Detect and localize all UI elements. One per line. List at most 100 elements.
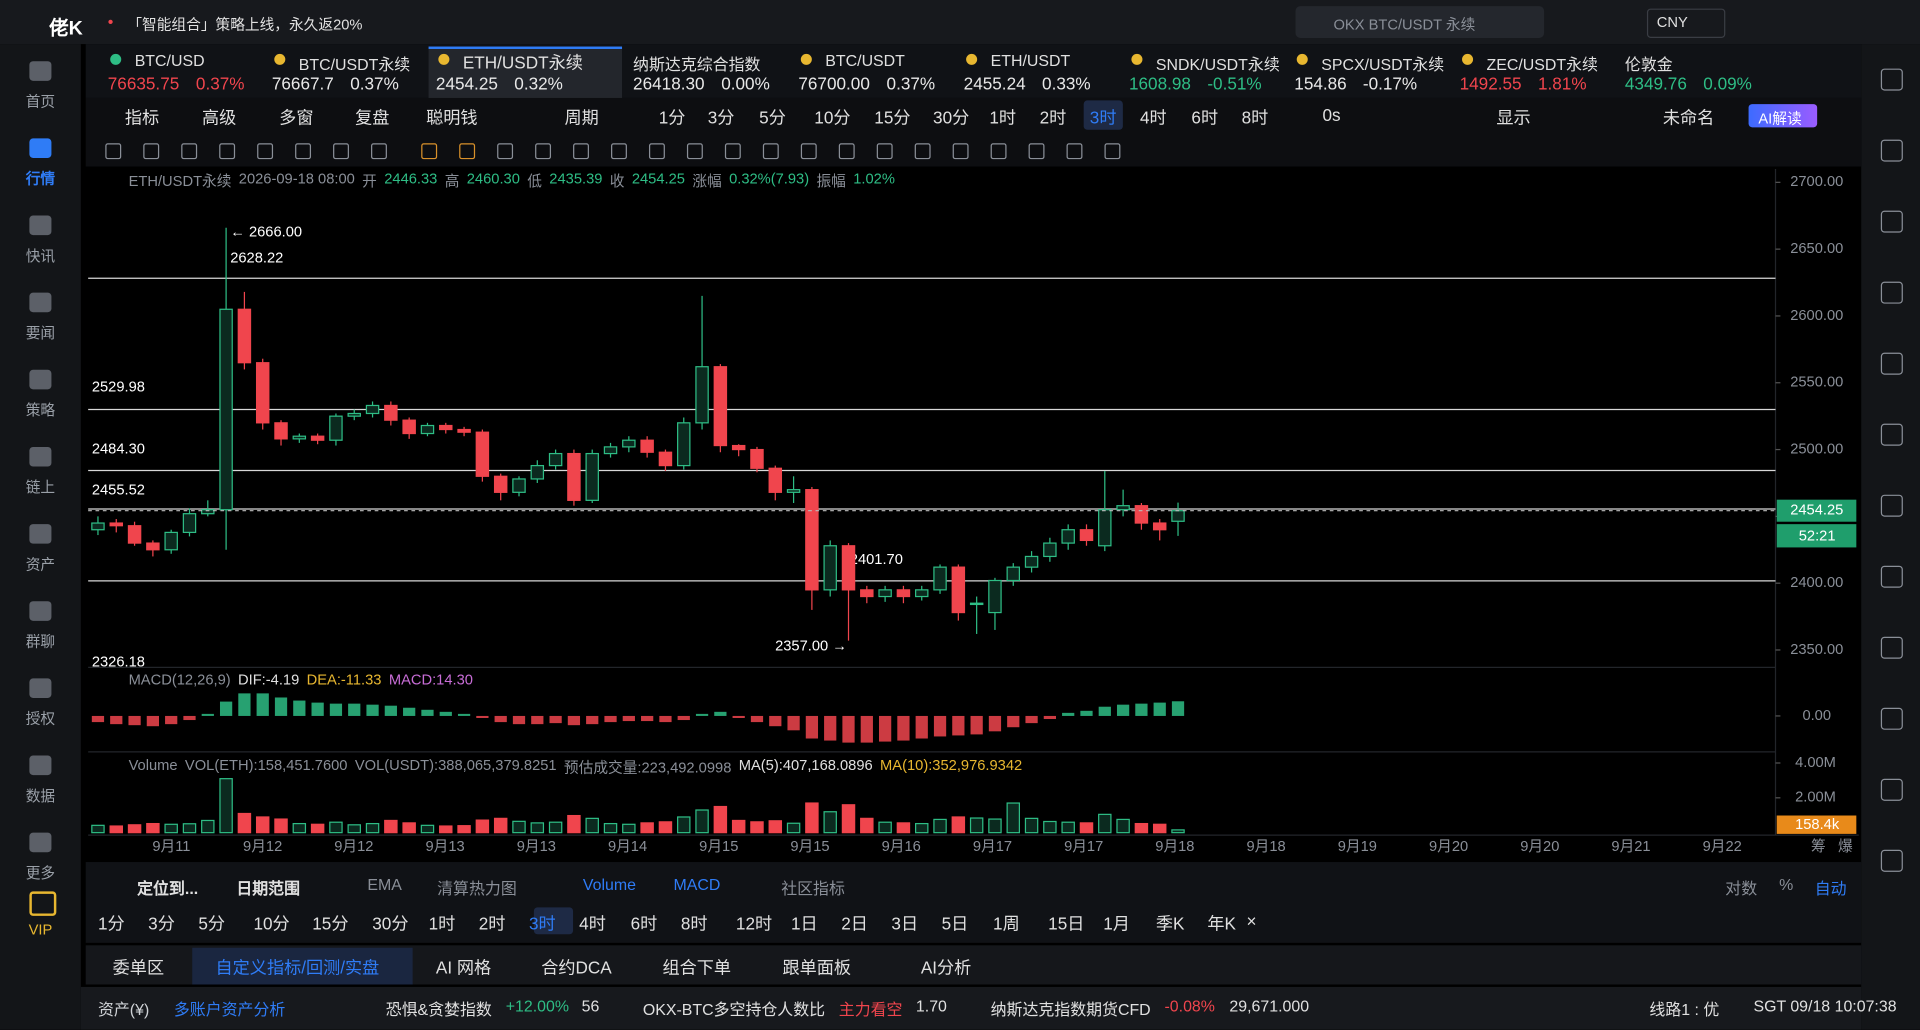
draw-tool[interactable] <box>724 143 741 160</box>
toolbar-item[interactable]: 10分 <box>814 107 851 128</box>
tab[interactable]: 自定义指标/回测/实盘 <box>215 957 380 978</box>
sidebar-item[interactable]: 行情 <box>25 170 56 188</box>
period-item[interactable]: 1时 <box>428 913 456 934</box>
draw-tool[interactable] <box>838 143 855 160</box>
sidebar-item[interactable]: 群聊 <box>25 633 56 651</box>
draw-tool[interactable] <box>1066 143 1083 160</box>
toolbar-item[interactable]: 8时 <box>1241 107 1269 128</box>
toolbar-item[interactable]: AI解读 <box>1758 110 1802 128</box>
period-item[interactable]: 1分 <box>97 913 125 934</box>
period-item[interactable]: 1月 <box>1103 913 1130 934</box>
period-item[interactable]: 5分 <box>198 913 226 934</box>
draw-tool[interactable] <box>143 143 160 160</box>
date-range[interactable]: 日期范围 <box>236 879 301 898</box>
toolbar-item[interactable]: 1时 <box>989 107 1017 128</box>
scale-toggle[interactable]: % <box>1779 875 1794 894</box>
draw-tool[interactable] <box>762 143 779 160</box>
toolbar-item[interactable]: 4时 <box>1140 107 1167 128</box>
sidebar-icon[interactable] <box>29 369 52 390</box>
ai-button[interactable] <box>1748 104 1818 128</box>
ticker-name[interactable]: BTC/USD <box>134 51 205 70</box>
sidebar-item[interactable]: 快讯 <box>25 247 56 265</box>
draw-tool[interactable] <box>1028 143 1045 160</box>
tab[interactable]: 委单区 <box>112 957 165 978</box>
ticker-name[interactable]: BTC/USDT永续 <box>298 55 411 74</box>
sidebar-item[interactable]: 要闻 <box>25 324 56 342</box>
sidebar-item[interactable]: 更多 <box>25 864 56 882</box>
toolbar-item[interactable]: 聪明钱 <box>426 107 478 128</box>
right-icon[interactable] <box>1880 778 1903 801</box>
draw-tool[interactable] <box>800 143 817 160</box>
draw-tool[interactable] <box>459 143 476 160</box>
draw-tool[interactable] <box>952 143 969 160</box>
tab[interactable]: AI 网格 <box>435 957 492 978</box>
ticker-name[interactable]: 伦敦金 <box>1624 55 1673 74</box>
sidebar-icon[interactable] <box>29 524 52 544</box>
sidebar-icon[interactable] <box>29 678 52 698</box>
scale-toggle[interactable]: 自动 <box>1814 879 1847 898</box>
tab[interactable]: AI分析 <box>920 957 972 978</box>
search-placeholder[interactable]: OKX BTC/USDT 永续 <box>1333 15 1476 34</box>
draw-tool[interactable] <box>990 143 1007 160</box>
toolbar-item[interactable]: 1分 <box>658 107 686 128</box>
draw-tool[interactable] <box>105 143 122 160</box>
toolbar-item[interactable]: 多窗 <box>279 107 314 128</box>
period-item[interactable]: 12时 <box>735 913 773 934</box>
indicator-toggle[interactable]: EMA <box>367 875 402 894</box>
right-icon[interactable] <box>1880 281 1903 304</box>
right-icon[interactable] <box>1880 139 1903 162</box>
ticker-name[interactable]: SPCX/USDT永续 <box>1321 55 1445 74</box>
currency[interactable]: CNY <box>1656 13 1688 31</box>
tab[interactable]: 跟单面板 <box>782 957 852 978</box>
sidebar-item[interactable]: 数据 <box>25 787 56 805</box>
ticker-name[interactable]: ETH/USDT <box>990 51 1071 70</box>
period-item[interactable]: 2时 <box>478 913 506 934</box>
sidebar-icon[interactable] <box>29 891 57 916</box>
sidebar-item[interactable]: 策略 <box>25 401 56 419</box>
sidebar-icon[interactable] <box>29 755 52 776</box>
ticker-name[interactable]: ZEC/USDT永续 <box>1486 55 1598 74</box>
toolbar-item[interactable]: 0s <box>1322 105 1341 125</box>
period-item[interactable]: 5日 <box>941 913 969 934</box>
draw-tool[interactable] <box>914 143 931 160</box>
right-icon[interactable] <box>1880 210 1903 233</box>
right-icon[interactable] <box>1880 565 1903 588</box>
indicator-toggle[interactable]: Volume <box>582 875 636 894</box>
right-icon[interactable] <box>1880 849 1903 872</box>
tab[interactable]: 合约DCA <box>541 957 612 978</box>
toolbar-item[interactable]: 30分 <box>933 107 970 128</box>
locate-button[interactable]: 定位到... <box>137 879 199 898</box>
toolbar-item[interactable]: 3时 <box>1089 107 1117 128</box>
draw-tool[interactable] <box>1104 143 1121 160</box>
sidebar-item[interactable]: 授权 <box>25 710 56 728</box>
toolbar-item[interactable]: 显示 <box>1496 107 1531 128</box>
toolbar-item[interactable]: 未命名 <box>1662 107 1715 128</box>
draw-tool[interactable] <box>333 143 349 160</box>
ticker-name[interactable]: SNDK/USDT永续 <box>1155 55 1280 74</box>
toolbar-item[interactable]: 15分 <box>874 107 911 128</box>
draw-tool[interactable] <box>686 143 703 160</box>
period-item[interactable]: × <box>1246 911 1257 931</box>
indicator-toggle[interactable]: MACD <box>673 875 721 894</box>
period-item[interactable]: 15日 <box>1048 913 1085 934</box>
period-item[interactable]: 30分 <box>372 913 409 934</box>
ticker-active[interactable] <box>428 46 623 98</box>
period-item[interactable]: 季K <box>1155 913 1185 934</box>
toolbar-item[interactable]: 周期 <box>564 107 599 128</box>
ticker-name[interactable]: BTC/USDT <box>825 51 905 70</box>
period-item[interactable]: 10分 <box>253 913 290 934</box>
sidebar-item[interactable]: 链上 <box>25 478 56 496</box>
right-icon[interactable] <box>1880 636 1903 659</box>
sidebar-icon[interactable] <box>29 61 52 81</box>
toolbar-item[interactable]: 6时 <box>1191 107 1219 128</box>
period-item[interactable]: 3时 <box>528 913 556 934</box>
period-item[interactable]: 15分 <box>312 913 349 934</box>
toolbar-item[interactable]: 5分 <box>759 107 786 128</box>
draw-tool[interactable] <box>648 143 665 160</box>
period-item[interactable]: 3分 <box>148 913 175 934</box>
ticker-name[interactable]: 纳斯达克综合指数 <box>633 55 761 74</box>
sidebar-icon[interactable] <box>29 601 52 621</box>
draw-tool[interactable] <box>497 143 514 160</box>
period-item[interactable]: 1日 <box>791 913 818 934</box>
status-item[interactable]: 多账户资产分析 <box>173 1000 286 1019</box>
